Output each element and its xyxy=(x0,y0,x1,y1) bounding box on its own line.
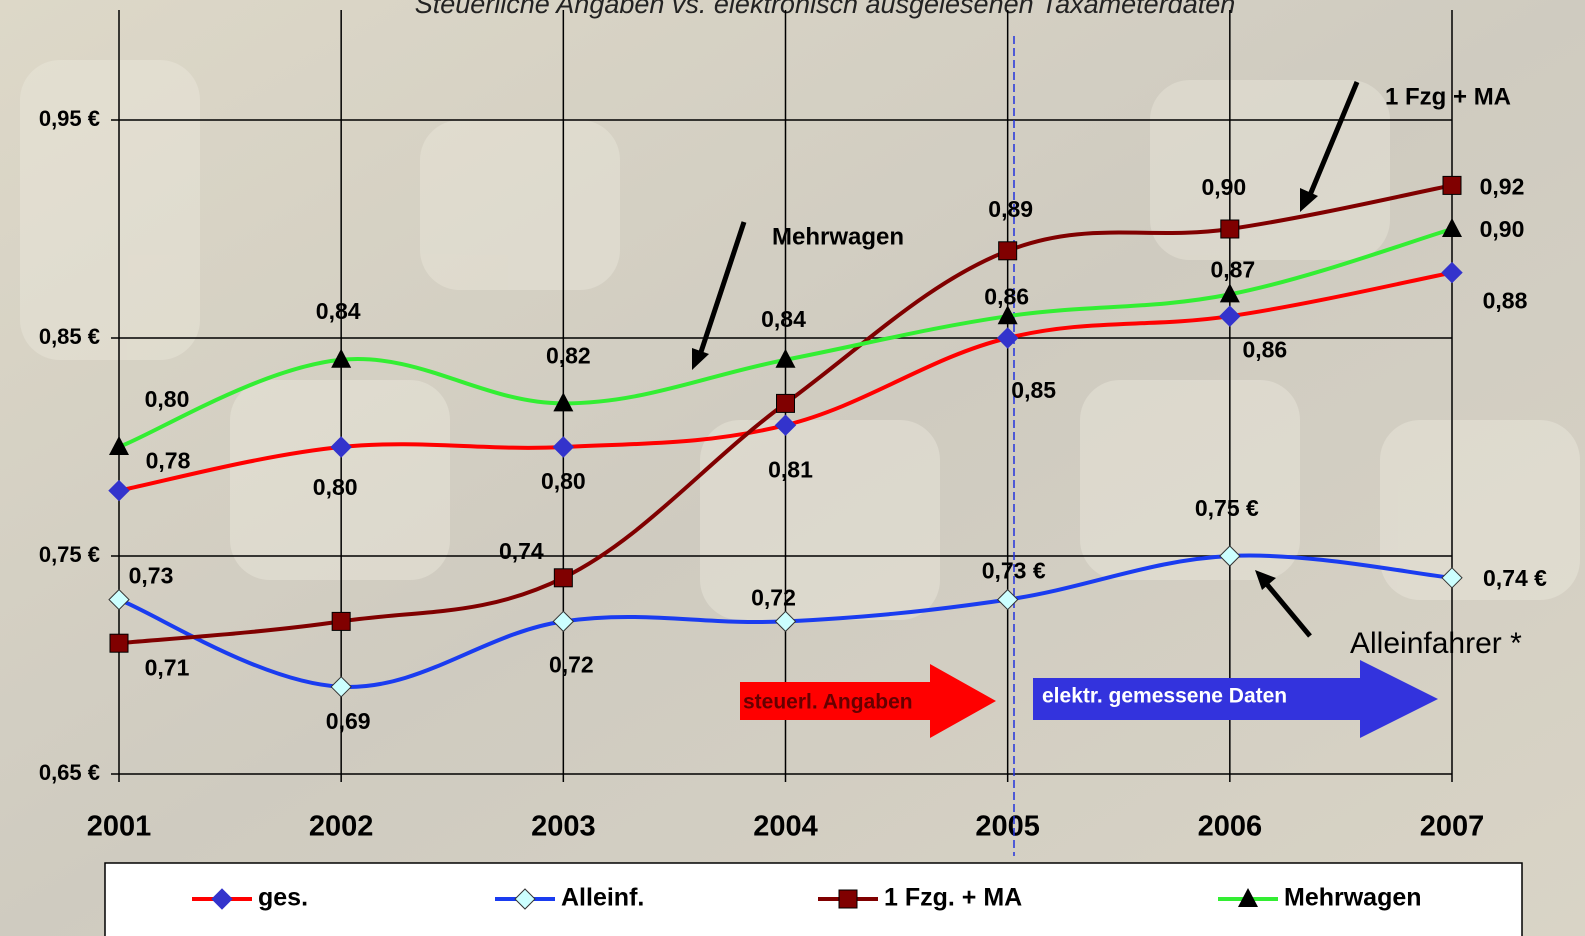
annotation: 1 Fzg + MA xyxy=(1385,83,1511,110)
marker xyxy=(997,305,1018,325)
x-tick-label: 2002 xyxy=(309,811,374,843)
data-label: 0,85 xyxy=(1011,377,1056,403)
data-label: 0,87 xyxy=(1210,256,1255,282)
marker xyxy=(774,610,797,633)
data-label: 0,74 € xyxy=(1483,565,1547,591)
x-tick-label: 2003 xyxy=(531,811,596,843)
annotation: elektr. gemessene Daten xyxy=(1042,685,1287,708)
data-label: 0,81 xyxy=(768,456,813,482)
marker xyxy=(330,676,352,698)
y-tick-label: 0,65 € xyxy=(39,760,100,785)
marker xyxy=(1219,305,1241,327)
data-label: 0,71 xyxy=(145,654,190,680)
data-label: 0,69 xyxy=(326,708,371,734)
data-label: 0,84 xyxy=(761,306,806,332)
markers xyxy=(108,175,1463,698)
marker xyxy=(1219,545,1241,567)
legend-marker xyxy=(211,888,233,910)
marker xyxy=(108,479,130,502)
marker xyxy=(331,611,351,631)
legend-label: Mehrwagen xyxy=(1284,884,1422,912)
x-tick-label: 2004 xyxy=(753,811,818,843)
marker xyxy=(775,348,796,368)
annotation: steuerl. Angaben xyxy=(743,691,913,714)
legend-marker xyxy=(838,889,858,909)
y-tick-label: 0,85 € xyxy=(39,324,100,349)
data-label: 0,90 xyxy=(1480,216,1525,242)
x-tick-label: 2001 xyxy=(87,811,152,843)
marker xyxy=(1219,283,1240,303)
marker xyxy=(109,633,129,653)
data-label: 0,73 € xyxy=(982,558,1046,584)
y-tick-label: 0,75 € xyxy=(39,542,100,567)
data-label: 0,82 xyxy=(546,342,591,368)
arrow-red xyxy=(740,664,996,738)
marker xyxy=(774,414,797,436)
marker xyxy=(996,588,1019,611)
data-label: 0,90 xyxy=(1201,174,1246,200)
legend-marker xyxy=(1238,888,1258,907)
marker xyxy=(552,610,575,633)
data-label: 0,73 xyxy=(129,563,174,589)
marker xyxy=(330,436,352,458)
pointer-arrows xyxy=(697,81,1360,638)
marker xyxy=(1441,261,1463,284)
data-label: 0,78 xyxy=(146,448,191,474)
data-label: 0,92 xyxy=(1480,173,1525,199)
data-label: 0,72 xyxy=(751,584,796,610)
marker xyxy=(331,348,352,368)
marker xyxy=(998,241,1018,261)
annotation: Mehrwagen xyxy=(772,223,904,250)
data-label: 0,75 € xyxy=(1195,495,1259,521)
arrow-blue xyxy=(1033,660,1438,738)
legend-label: ges. xyxy=(258,884,308,912)
data-labels: 0,78 0,80 0,80 0,81 0,85 0,86 0,88 0,73 0,69 0,72… xyxy=(129,173,1548,733)
data-label: 0,89 xyxy=(988,196,1033,222)
x-tick-label: 2005 xyxy=(975,811,1040,843)
marker xyxy=(1442,218,1462,237)
x-tick-label: 2007 xyxy=(1420,811,1485,843)
marker xyxy=(553,568,573,588)
data-label: 0,80 xyxy=(541,468,586,494)
data-label: 0,84 xyxy=(316,298,361,324)
x-tick-label: 2006 xyxy=(1198,811,1263,843)
marker xyxy=(108,588,130,611)
y-tick-label: 0,95 € xyxy=(39,106,100,131)
marker xyxy=(996,327,1019,349)
data-label: 0,86 xyxy=(1242,336,1287,362)
marker xyxy=(1220,219,1240,239)
background-photo xyxy=(20,60,1580,620)
chart-title: Steuerliche Angaben vs. elektronisch aus… xyxy=(415,0,1236,19)
marker xyxy=(1441,567,1463,589)
pointer-heads xyxy=(692,188,1318,590)
data-label: 0,80 xyxy=(313,474,358,500)
legend-label: Alleinf. xyxy=(561,884,644,912)
legend-label: 1 Fzg. + MA xyxy=(884,884,1022,912)
data-label: 0,80 xyxy=(145,386,190,412)
marker xyxy=(776,393,795,413)
annotation: Alleinfahrer * xyxy=(1350,627,1522,660)
legend-marker xyxy=(514,888,536,910)
marker xyxy=(1442,175,1462,195)
legend xyxy=(104,862,1523,936)
data-label: 0,74 xyxy=(499,538,544,564)
marker xyxy=(552,436,575,458)
marker xyxy=(553,392,574,412)
data-label: 0,88 xyxy=(1483,288,1528,314)
data-label: 0,72 xyxy=(549,651,594,677)
data-label: 0,86 xyxy=(984,283,1029,309)
marker xyxy=(109,436,129,455)
